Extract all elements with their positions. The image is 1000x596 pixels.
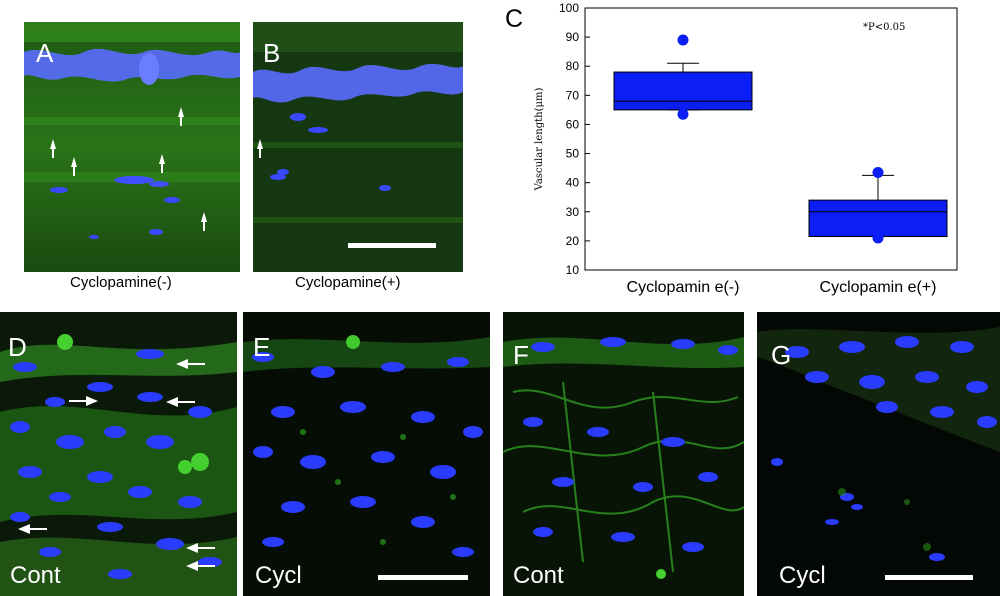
panel-d: D Cont: [0, 312, 237, 596]
panel-a-label: A: [36, 38, 54, 68]
panel-d-label: D: [8, 332, 27, 362]
outlier-point: [677, 34, 689, 46]
y-tick-label: 40: [566, 176, 580, 190]
panel-e-corner-label: Cycl: [255, 562, 302, 589]
micrograph-f: [503, 312, 744, 596]
y-tick-label: 10: [566, 263, 580, 277]
box-plot: C *P<0.05 Vascular length(μm) 10 20 30 40 50…: [505, 1, 958, 296]
panel-a: A: [24, 22, 240, 272]
x-category-label: Cyclopamin e(+): [820, 279, 937, 296]
micrograph-b: [253, 22, 463, 272]
micrograph-e: [243, 312, 490, 596]
panel-g: G Cycl: [757, 312, 1000, 596]
box-series: [613, 34, 948, 244]
panel-b-caption: Cyclopamine(+): [295, 274, 401, 291]
outlier-point: [872, 232, 884, 244]
panel-e-label: E: [253, 332, 271, 362]
scale-bar: [378, 575, 468, 580]
outlier-point: [872, 166, 884, 178]
y-tick-label: 90: [566, 30, 580, 44]
scale-bar: [885, 575, 973, 580]
box: [808, 199, 948, 238]
outlier-point: [677, 108, 689, 120]
scale-bar: [348, 243, 436, 248]
panel-d-corner-label: Cont: [10, 562, 61, 589]
y-tick-label: 20: [566, 234, 580, 248]
micrograph-g: [757, 312, 1000, 596]
panel-c: C *P<0.05 Vascular length(μm) 10 20 30 40 50…: [500, 0, 1000, 310]
arrow-icon: [18, 359, 215, 571]
y-tick-label: 80: [566, 59, 580, 73]
panel-b: B: [253, 22, 463, 272]
panel-c-label: C: [505, 5, 523, 33]
panel-g-label: G: [771, 340, 792, 370]
y-tick-label: 60: [566, 117, 580, 131]
x-category-label: Cyclopamin e(-): [627, 279, 740, 296]
micrograph-a: [24, 22, 240, 272]
panel-b-label: B: [263, 38, 281, 68]
panel-a-caption: Cyclopamine(-): [70, 274, 172, 291]
panel-g-corner-label: Cycl: [779, 562, 826, 589]
y-axis-label: Vascular length(μm): [534, 88, 545, 192]
micrograph-d: [0, 312, 237, 596]
y-tick-label: 30: [566, 205, 580, 219]
y-axis: 10 20 30 40 50 60 70 80 90 100: [559, 1, 590, 277]
y-tick-label: 100: [559, 1, 579, 15]
arrow-icon: [257, 139, 263, 158]
y-tick-label: 70: [566, 88, 580, 102]
x-axis: Cyclopamin e(-) Cyclopamin e(+): [627, 279, 937, 296]
arrow-icon: [50, 107, 207, 231]
y-tick-label: 50: [566, 147, 580, 161]
panel-f: F Cont: [503, 312, 744, 596]
panel-f-label: F: [513, 340, 529, 370]
panel-e: E Cycl: [243, 312, 490, 596]
panel-f-corner-label: Cont: [513, 562, 564, 589]
box: [613, 71, 753, 111]
significance-annotation: *P<0.05: [863, 22, 905, 33]
